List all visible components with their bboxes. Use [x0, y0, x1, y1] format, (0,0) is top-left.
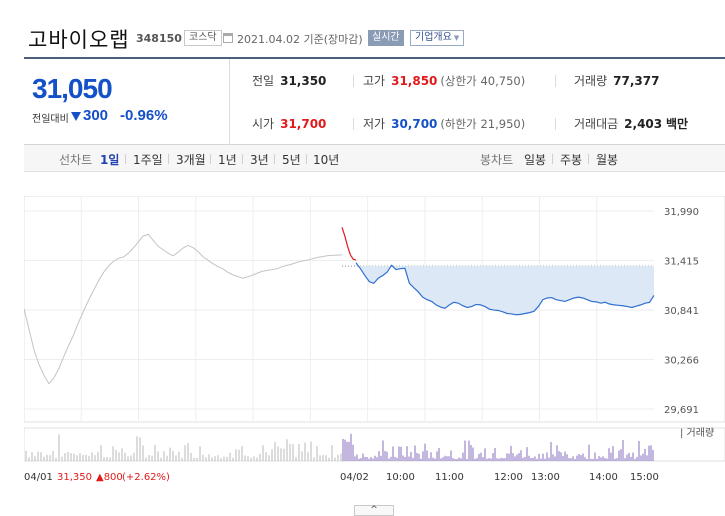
line-chart-label: 선차트	[59, 153, 93, 167]
stock-code: 348150	[136, 32, 182, 45]
open-value: 31,700	[280, 117, 327, 131]
divider	[210, 154, 211, 164]
x-label-time: 13:00	[531, 472, 560, 483]
low-value: 30,700	[391, 117, 438, 131]
expand-chart-button[interactable]: ^	[354, 505, 394, 516]
divider	[588, 154, 589, 164]
today-price-line	[355, 262, 655, 316]
candle-chart-label: 봉차트	[480, 153, 514, 167]
price-panel: 31,050 전일대비 300 -0.96%	[24, 59, 230, 145]
reference-date: 2021.04.02 기준(장마감)	[237, 33, 363, 46]
chart-period-tabs: 선차트 1일 1주일 3개월 1년 3년 5년 10년 봉차트 일봉 주봉 월봉	[24, 145, 725, 172]
intraday-chart: 31,990 31,415 30,841 30,266 29,691 | 거래량 04/01…	[24, 196, 725, 516]
price-plot-frame	[24, 196, 725, 423]
tab-daily-candle[interactable]: 일봉	[524, 153, 547, 167]
divider	[555, 118, 556, 130]
price-chart-svg: 31,990 31,415 30,841 30,266 29,691 | 거래량 04/01…	[24, 196, 725, 483]
prev-close-cell: 전일 31,350	[252, 72, 326, 89]
x-label-prev-close: 31,350	[57, 472, 92, 483]
today-opening-price-line	[341, 227, 357, 261]
divider	[168, 154, 169, 164]
tab-10y[interactable]: 10년	[313, 153, 340, 167]
x-label-time: 10:00	[386, 472, 415, 483]
high-value: 31,850	[391, 74, 438, 88]
x-label-time: 04/02	[340, 472, 369, 483]
tab-1d[interactable]: 1일	[100, 153, 120, 167]
open-label: 시가	[252, 117, 275, 131]
realtime-button[interactable]: 실시간	[368, 30, 404, 46]
prev-day-price-line	[24, 233, 343, 385]
divider	[125, 154, 126, 164]
tab-monthly-candle[interactable]: 월봉	[596, 153, 619, 167]
trade-value-unit: 백만	[665, 117, 689, 131]
high-label: 고가	[363, 74, 386, 88]
company-overview-label: 기업개요	[415, 32, 452, 43]
tab-weekly-candle[interactable]: 주봉	[560, 153, 583, 167]
y-tick-label: 31,990	[664, 207, 699, 218]
upper-limit-value: 40,750)	[480, 74, 526, 88]
volume-cell: 거래량 77,377	[574, 72, 659, 89]
divider	[353, 118, 354, 130]
x-label-time: 14:00	[589, 472, 618, 483]
divider	[353, 75, 354, 87]
tab-3m[interactable]: 3개월	[176, 153, 206, 167]
trade-value-label: 거래대금	[574, 117, 619, 131]
stock-header: 고바이오랩 348150 코스닥 2021.04.02 기준(장마감) 실시간 …	[0, 0, 725, 55]
upper-limit-label: (상한가	[440, 74, 477, 88]
x-label-time: 12:00	[494, 472, 523, 483]
x-label-time: 11:00	[435, 472, 464, 483]
trade-value-cell: 거래대금 2,403 백만	[574, 115, 688, 132]
tab-1y[interactable]: 1년	[218, 153, 237, 167]
divider	[274, 154, 275, 164]
change-value: 300	[83, 107, 109, 124]
lower-limit-label: (하한가	[440, 117, 477, 131]
low-cell: 저가 30,700 (하한가 21,950)	[363, 115, 525, 132]
company-overview-button[interactable]: 기업개요 ▼	[410, 30, 465, 46]
high-cell: 고가 31,850 (상한가 40,750)	[363, 72, 525, 89]
change-rate: -0.96%	[120, 107, 168, 124]
volume-value: 77,377	[613, 74, 660, 88]
current-price: 31,050	[32, 73, 113, 104]
market-badge: 코스닥	[184, 30, 222, 46]
change-label: 전일대비	[32, 114, 69, 125]
volume-legend: | 거래량	[680, 427, 714, 439]
x-label-prev-change: ▲800	[96, 472, 123, 483]
lower-limit-value: 21,950)	[480, 117, 526, 131]
x-label-prev-date: 04/01	[24, 472, 53, 483]
quote-summary: 31,050 전일대비 300 -0.96% 전일 31,350 고가 31,850…	[24, 57, 725, 145]
divider	[242, 154, 243, 164]
volume-label: 거래량	[574, 74, 608, 88]
prev-close-value: 31,350	[280, 74, 327, 88]
x-label-prev-rate: (+2.62%)	[122, 472, 170, 483]
tab-1w[interactable]: 1주일	[133, 153, 163, 167]
tab-3y[interactable]: 3년	[250, 153, 269, 167]
divider	[306, 154, 307, 164]
open-cell: 시가 31,700	[252, 115, 326, 132]
trade-value-value: 2,403	[624, 117, 663, 131]
calendar-icon	[223, 33, 233, 43]
below-prev-close-area	[356, 262, 654, 315]
company-name: 고바이오랩	[28, 28, 130, 52]
down-arrow-icon	[71, 112, 81, 121]
low-label: 저가	[363, 117, 386, 131]
divider	[552, 154, 553, 164]
y-tick-label: 30,266	[664, 356, 699, 367]
divider	[555, 75, 556, 87]
y-tick-label: 29,691	[664, 405, 699, 416]
chevron-down-icon: ▼	[453, 34, 460, 42]
y-tick-label: 31,415	[664, 257, 699, 268]
tab-5y[interactable]: 5년	[282, 153, 301, 167]
y-tick-label: 30,841	[664, 306, 699, 317]
prev-close-label: 전일	[252, 74, 275, 88]
x-label-time: 15:00	[630, 472, 659, 483]
